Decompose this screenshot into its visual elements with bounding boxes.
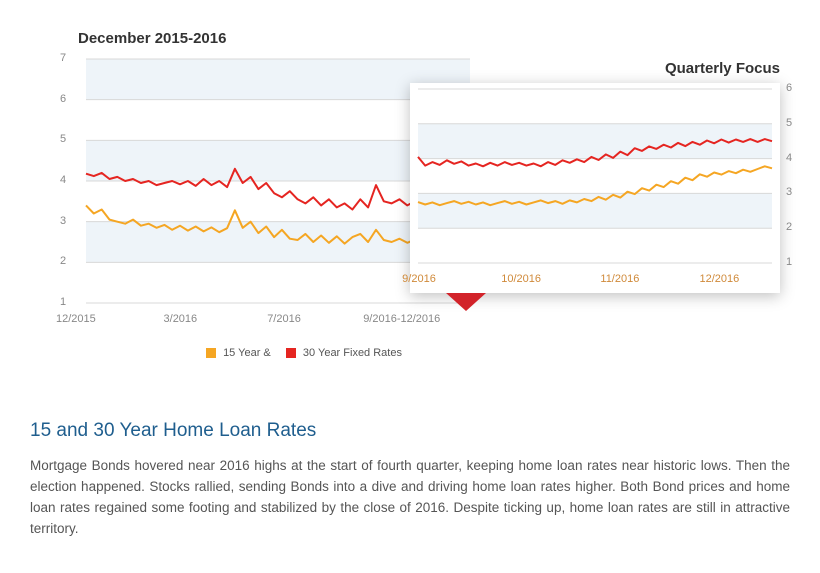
y-tick-label: 1 [786,256,792,268]
callout-badge-icon [446,293,486,311]
x-tick-label: 9/2016 [402,273,492,285]
y-tick-label: 4 [60,174,66,186]
y-tick-label: 7 [60,52,66,64]
focus-chart-title: Quarterly Focus [410,60,800,77]
y-tick-label: 6 [60,93,66,105]
legend: 15 Year & 30 Year Fixed Rates [78,347,518,359]
x-tick-label: 10/2016 [501,273,591,285]
y-tick-label: 5 [786,117,792,129]
y-tick-label: 4 [786,152,792,164]
x-tick-label: 11/2016 [600,273,690,285]
x-tick-label: 9/2016-12/2016 [363,313,453,325]
x-tick-label: 3/2016 [164,313,254,325]
main-chart-title: December 2015-2016 [78,30,518,47]
legend-label-30yr: 30 Year Fixed Rates [303,347,402,359]
article-paragraph: Mortgage Bonds hovered near 2016 highs a… [30,456,790,540]
focus-chart-container: Quarterly Focus 2016 1234569/201610/2016… [410,60,800,293]
legend-swatch-30yr [286,348,296,358]
legend-label-15yr: 15 Year & [223,347,271,359]
y-tick-label: 3 [60,215,66,227]
y-tick-label: 6 [786,82,792,94]
x-tick-label: 7/2016 [267,313,357,325]
article-heading: 15 and 30 Year Home Loan Rates [30,420,790,442]
article-section: 15 and 30 Year Home Loan Rates Mortgage … [30,420,790,540]
legend-swatch-15yr [206,348,216,358]
y-tick-label: 1 [60,296,66,308]
y-tick-label: 5 [60,133,66,145]
x-tick-label: 12/2016 [700,273,790,285]
x-tick-label: 12/2015 [56,313,146,325]
y-tick-label: 2 [60,255,66,267]
focus-chart-plot: 2016 1234569/201610/201611/201612/2016 [410,83,780,293]
y-tick-label: 2 [786,221,792,233]
callout-badge-label: 2016 [454,284,476,295]
y-tick-label: 3 [786,186,792,198]
